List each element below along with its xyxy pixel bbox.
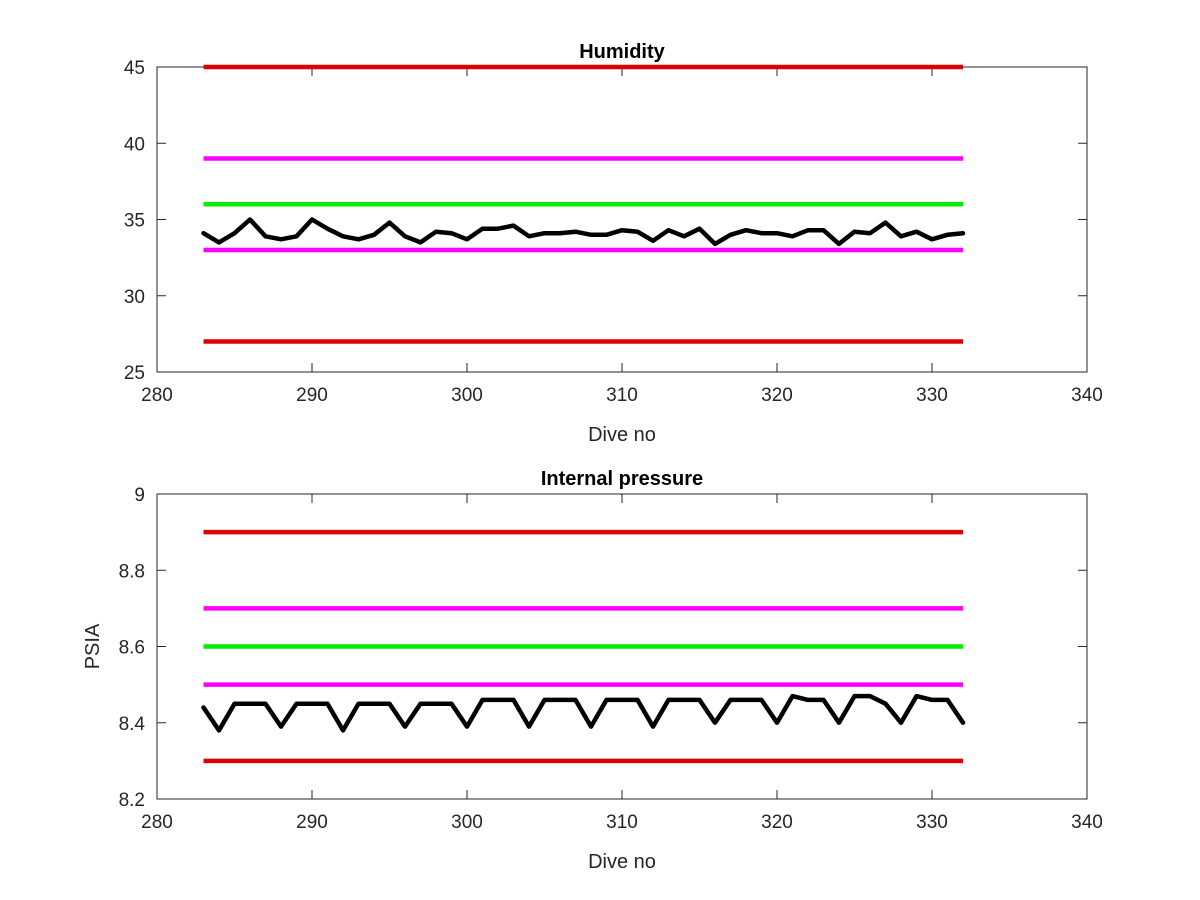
y-tick-label: 8.8 — [119, 561, 145, 582]
y-tick-label: 40 — [124, 134, 145, 155]
y-axis-label: PSIA — [82, 623, 104, 669]
x-tick-label: 310 — [606, 812, 638, 833]
x-tick-label: 290 — [296, 385, 328, 406]
data-series-line — [201, 693, 966, 733]
data-series-line — [201, 217, 966, 247]
x-axis-label: Dive no — [588, 851, 656, 873]
y-tick-label: 35 — [124, 211, 145, 232]
humidity-subplot: 280 290 300 310 320 330 340 25 30 35 40 45 Humidity D… — [124, 41, 1103, 446]
internal-pressure-subplot: 280 290 300 310 320 330 340 8.2 8.4 8.6 8.8 9 Intern… — [82, 468, 1103, 873]
y-tick-label: 30 — [124, 287, 145, 308]
x-tick-label: 310 — [606, 385, 638, 406]
y-tick-label: 9 — [134, 485, 145, 506]
x-tick-label: 330 — [916, 385, 948, 406]
x-tick-label: 320 — [761, 385, 793, 406]
x-tick-label: 300 — [451, 812, 483, 833]
x-tick-label: 320 — [761, 812, 793, 833]
x-tick-label: 300 — [451, 385, 483, 406]
y-tick-label: 8.2 — [119, 790, 145, 811]
x-tick-label: 290 — [296, 812, 328, 833]
y-tick-label: 8.6 — [119, 638, 145, 659]
chart-title: Internal pressure — [541, 468, 703, 490]
x-tick-label: 340 — [1071, 385, 1103, 406]
x-tick-label: 280 — [141, 385, 173, 406]
y-tick-label: 45 — [124, 58, 145, 79]
x-tick-label: 330 — [916, 812, 948, 833]
x-tick-label: 340 — [1071, 812, 1103, 833]
y-tick-label: 25 — [124, 363, 145, 384]
chart-title: Humidity — [579, 41, 665, 63]
x-tick-label: 280 — [141, 812, 173, 833]
x-axis-label: Dive no — [588, 424, 656, 446]
y-tick-label: 8.4 — [119, 714, 146, 735]
axes-box — [156, 66, 1088, 373]
